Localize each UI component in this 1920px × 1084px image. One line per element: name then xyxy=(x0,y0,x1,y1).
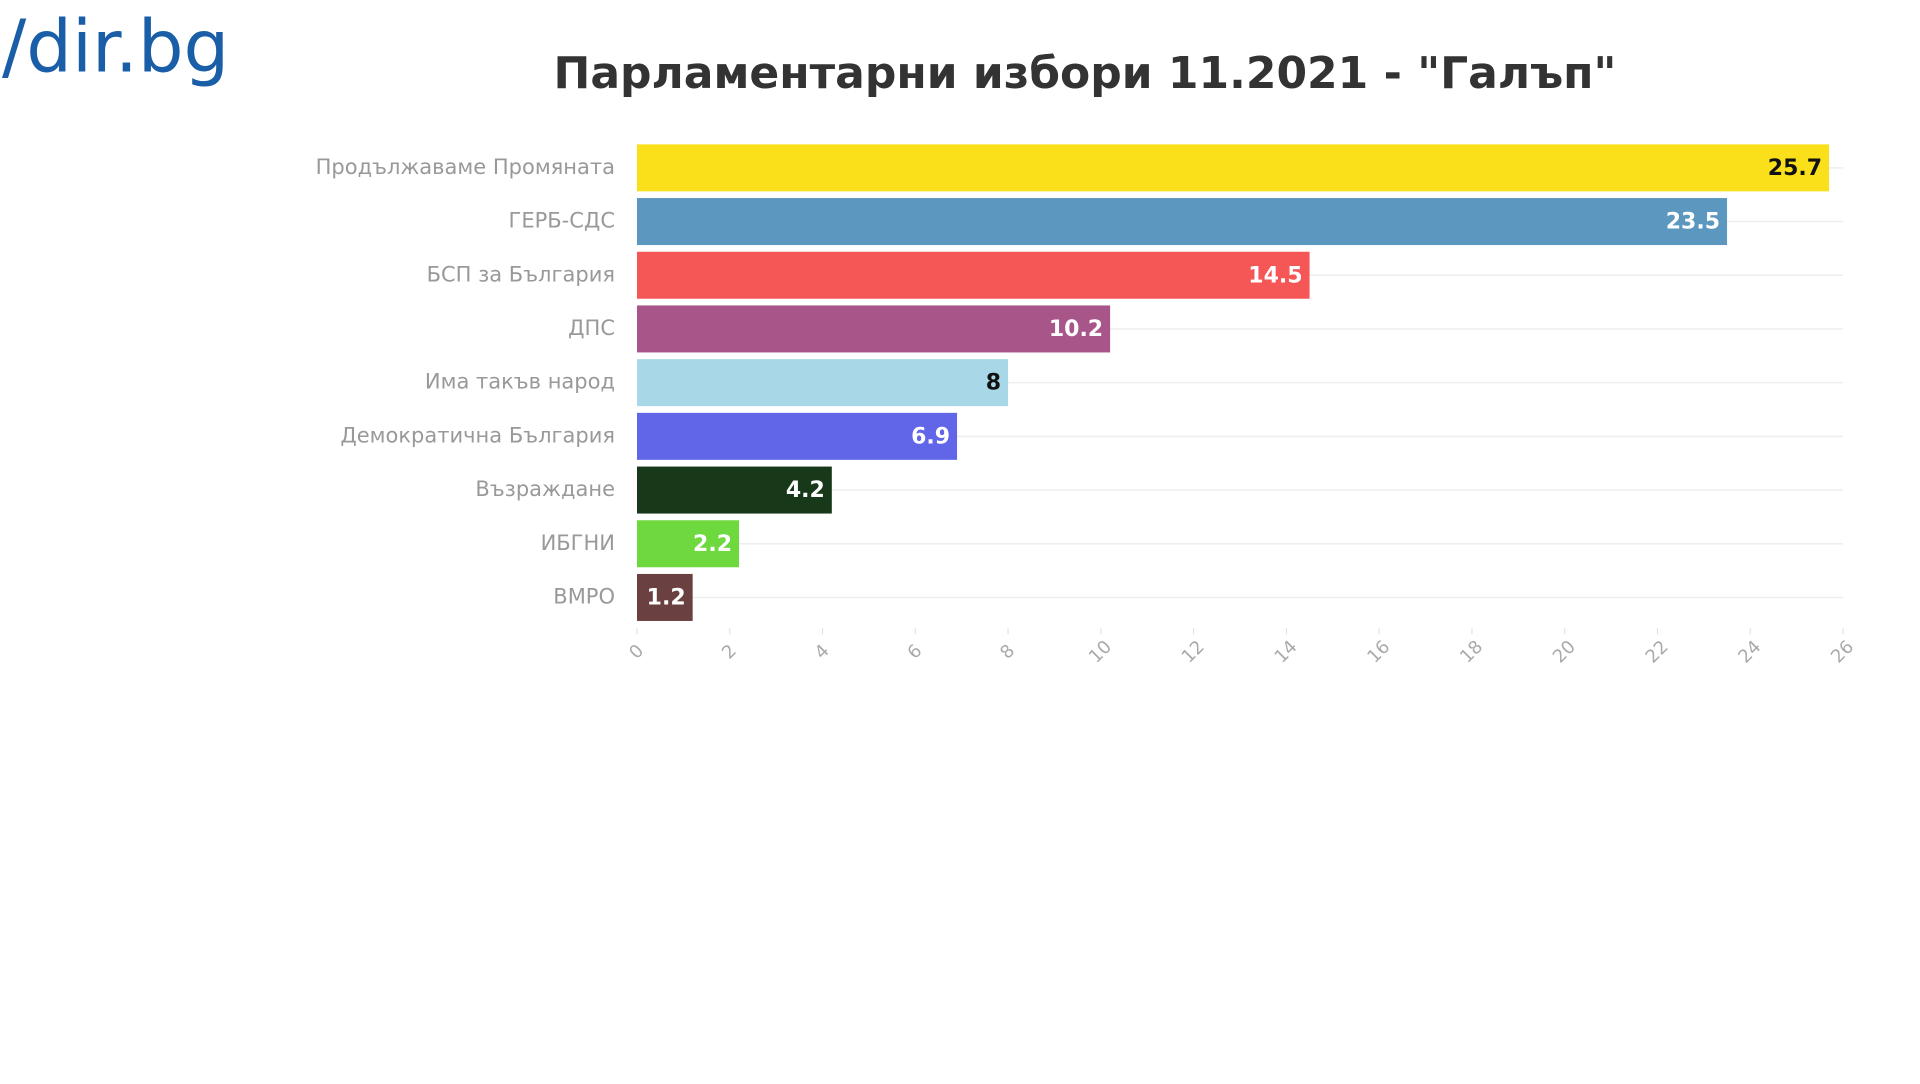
x-tick-label: 8 xyxy=(996,640,1019,663)
value-label: 25.7 xyxy=(1768,156,1822,181)
chart-title: Парламентарни избори 11.2021 - "Галъп" xyxy=(554,48,1617,99)
y-tick-label: ДПС xyxy=(568,316,615,340)
bar xyxy=(637,251,1310,299)
y-tick-label: Демократична България xyxy=(340,423,615,447)
x-tick-label: 18 xyxy=(1456,636,1487,667)
value-label: 1.2 xyxy=(647,585,686,610)
x-tick-label: 12 xyxy=(1178,636,1209,667)
bar xyxy=(637,198,1728,246)
value-label: 2.2 xyxy=(693,532,732,557)
y-tick-label: ИБГНИ xyxy=(541,531,615,555)
x-tick-label: 2 xyxy=(718,640,741,663)
value-label: 23.5 xyxy=(1666,210,1720,235)
bar xyxy=(637,359,1009,407)
y-tick-label: ГЕРБ-СДС xyxy=(509,209,615,233)
value-label: 4.2 xyxy=(786,478,825,503)
value-label: 14.5 xyxy=(1248,263,1302,288)
logo: /dir.bg xyxy=(2,5,229,89)
x-tick-label: 22 xyxy=(1642,636,1673,667)
y-tick-label: ВМРО xyxy=(553,584,615,608)
x-tick-label: 4 xyxy=(811,640,834,663)
bar xyxy=(637,520,740,568)
value-label: 8 xyxy=(986,371,1001,396)
x-tick-label: 26 xyxy=(1827,636,1858,667)
y-tick-label: Възраждане xyxy=(475,477,615,501)
value-label: 6.9 xyxy=(911,424,950,449)
x-tick-label: 14 xyxy=(1271,636,1302,667)
y-tick-label: Продължаваме Промяната xyxy=(316,155,615,179)
x-tick-label: 24 xyxy=(1734,636,1765,667)
x-tick-label: 0 xyxy=(625,640,648,663)
bar xyxy=(637,144,1830,192)
bar xyxy=(637,466,832,514)
x-tick-label: 20 xyxy=(1549,636,1580,667)
bar xyxy=(637,305,1111,353)
x-tick-label: 16 xyxy=(1363,636,1394,667)
y-tick-label: БСП за България xyxy=(427,262,615,286)
y-tick-label: Има такъв народ xyxy=(425,370,615,394)
bar xyxy=(637,573,693,621)
bar xyxy=(637,412,958,460)
x-tick-label: 6 xyxy=(903,640,926,663)
x-tick-label: 10 xyxy=(1085,636,1116,667)
value-label: 10.2 xyxy=(1049,317,1103,342)
